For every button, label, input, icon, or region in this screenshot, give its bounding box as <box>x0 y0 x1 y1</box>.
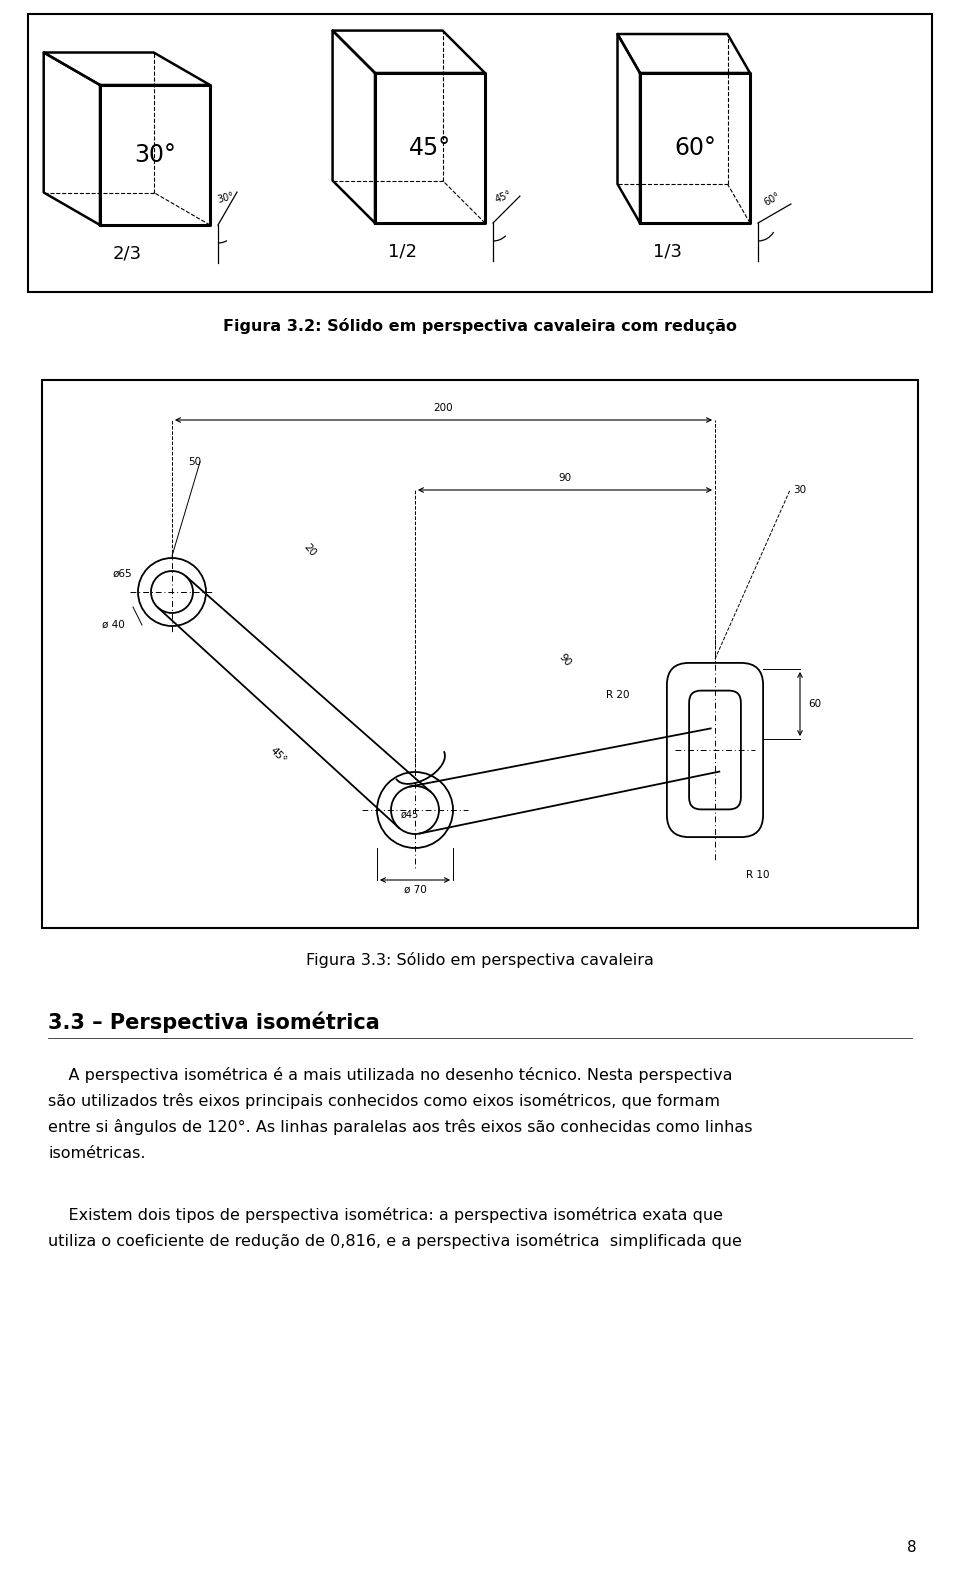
Text: 45°: 45° <box>268 746 288 764</box>
Text: Figura 3.3: Sólido em perspectiva cavaleira: Figura 3.3: Sólido em perspectiva cavale… <box>306 952 654 967</box>
Text: Figura 3.2: Sólido em perspectiva cavaleira com redução: Figura 3.2: Sólido em perspectiva cavale… <box>223 318 737 333</box>
Text: 30°: 30° <box>216 190 235 204</box>
Text: 30: 30 <box>793 484 806 495</box>
Text: utiliza o coeficiente de redução de 0,816, e a perspectiva isométrica  simplific: utiliza o coeficiente de redução de 0,81… <box>48 1233 742 1249</box>
Text: 60°: 60° <box>762 190 781 208</box>
Text: R 20: R 20 <box>607 691 630 700</box>
Text: ø45: ø45 <box>401 810 420 820</box>
Text: 30°: 30° <box>134 143 176 167</box>
Text: isométricas.: isométricas. <box>48 1145 146 1161</box>
Bar <box>28 14 932 293</box>
Text: 45°: 45° <box>493 189 514 204</box>
Text: 1/2: 1/2 <box>388 242 417 260</box>
Text: 200: 200 <box>434 403 453 414</box>
Text: 45°: 45° <box>409 135 451 160</box>
Text: R 10: R 10 <box>746 870 770 879</box>
Text: 8: 8 <box>907 1540 917 1556</box>
Text: 2/3: 2/3 <box>113 244 142 263</box>
Text: 20: 20 <box>302 541 318 558</box>
Text: ø65: ø65 <box>112 569 132 579</box>
Text: são utilizados três eixos principais conhecidos como eixos isométricos, que form: são utilizados três eixos principais con… <box>48 1093 720 1109</box>
Text: Existem dois tipos de perspectiva isométrica: a perspectiva isométrica exata que: Existem dois tipos de perspectiva isomét… <box>48 1206 723 1222</box>
Text: ø 40: ø 40 <box>102 620 125 631</box>
Text: 60°: 60° <box>674 135 716 160</box>
Text: 60: 60 <box>808 698 821 709</box>
Text: 1/3: 1/3 <box>653 242 682 260</box>
Text: 90: 90 <box>557 651 573 669</box>
Text: 3.3 – Perspectiva isométrica: 3.3 – Perspectiva isométrica <box>48 1011 380 1033</box>
Text: ø 70: ø 70 <box>403 886 426 895</box>
Bar <box>42 381 918 928</box>
Text: A perspectiva isométrica é a mais utilizada no desenho técnico. Nesta perspectiv: A perspectiva isométrica é a mais utiliz… <box>48 1066 732 1082</box>
Text: entre si ângulos de 120°. As linhas paralelas aos três eixos são conhecidas como: entre si ângulos de 120°. As linhas para… <box>48 1118 753 1136</box>
Text: 90: 90 <box>559 473 571 483</box>
Text: 50: 50 <box>188 458 202 467</box>
